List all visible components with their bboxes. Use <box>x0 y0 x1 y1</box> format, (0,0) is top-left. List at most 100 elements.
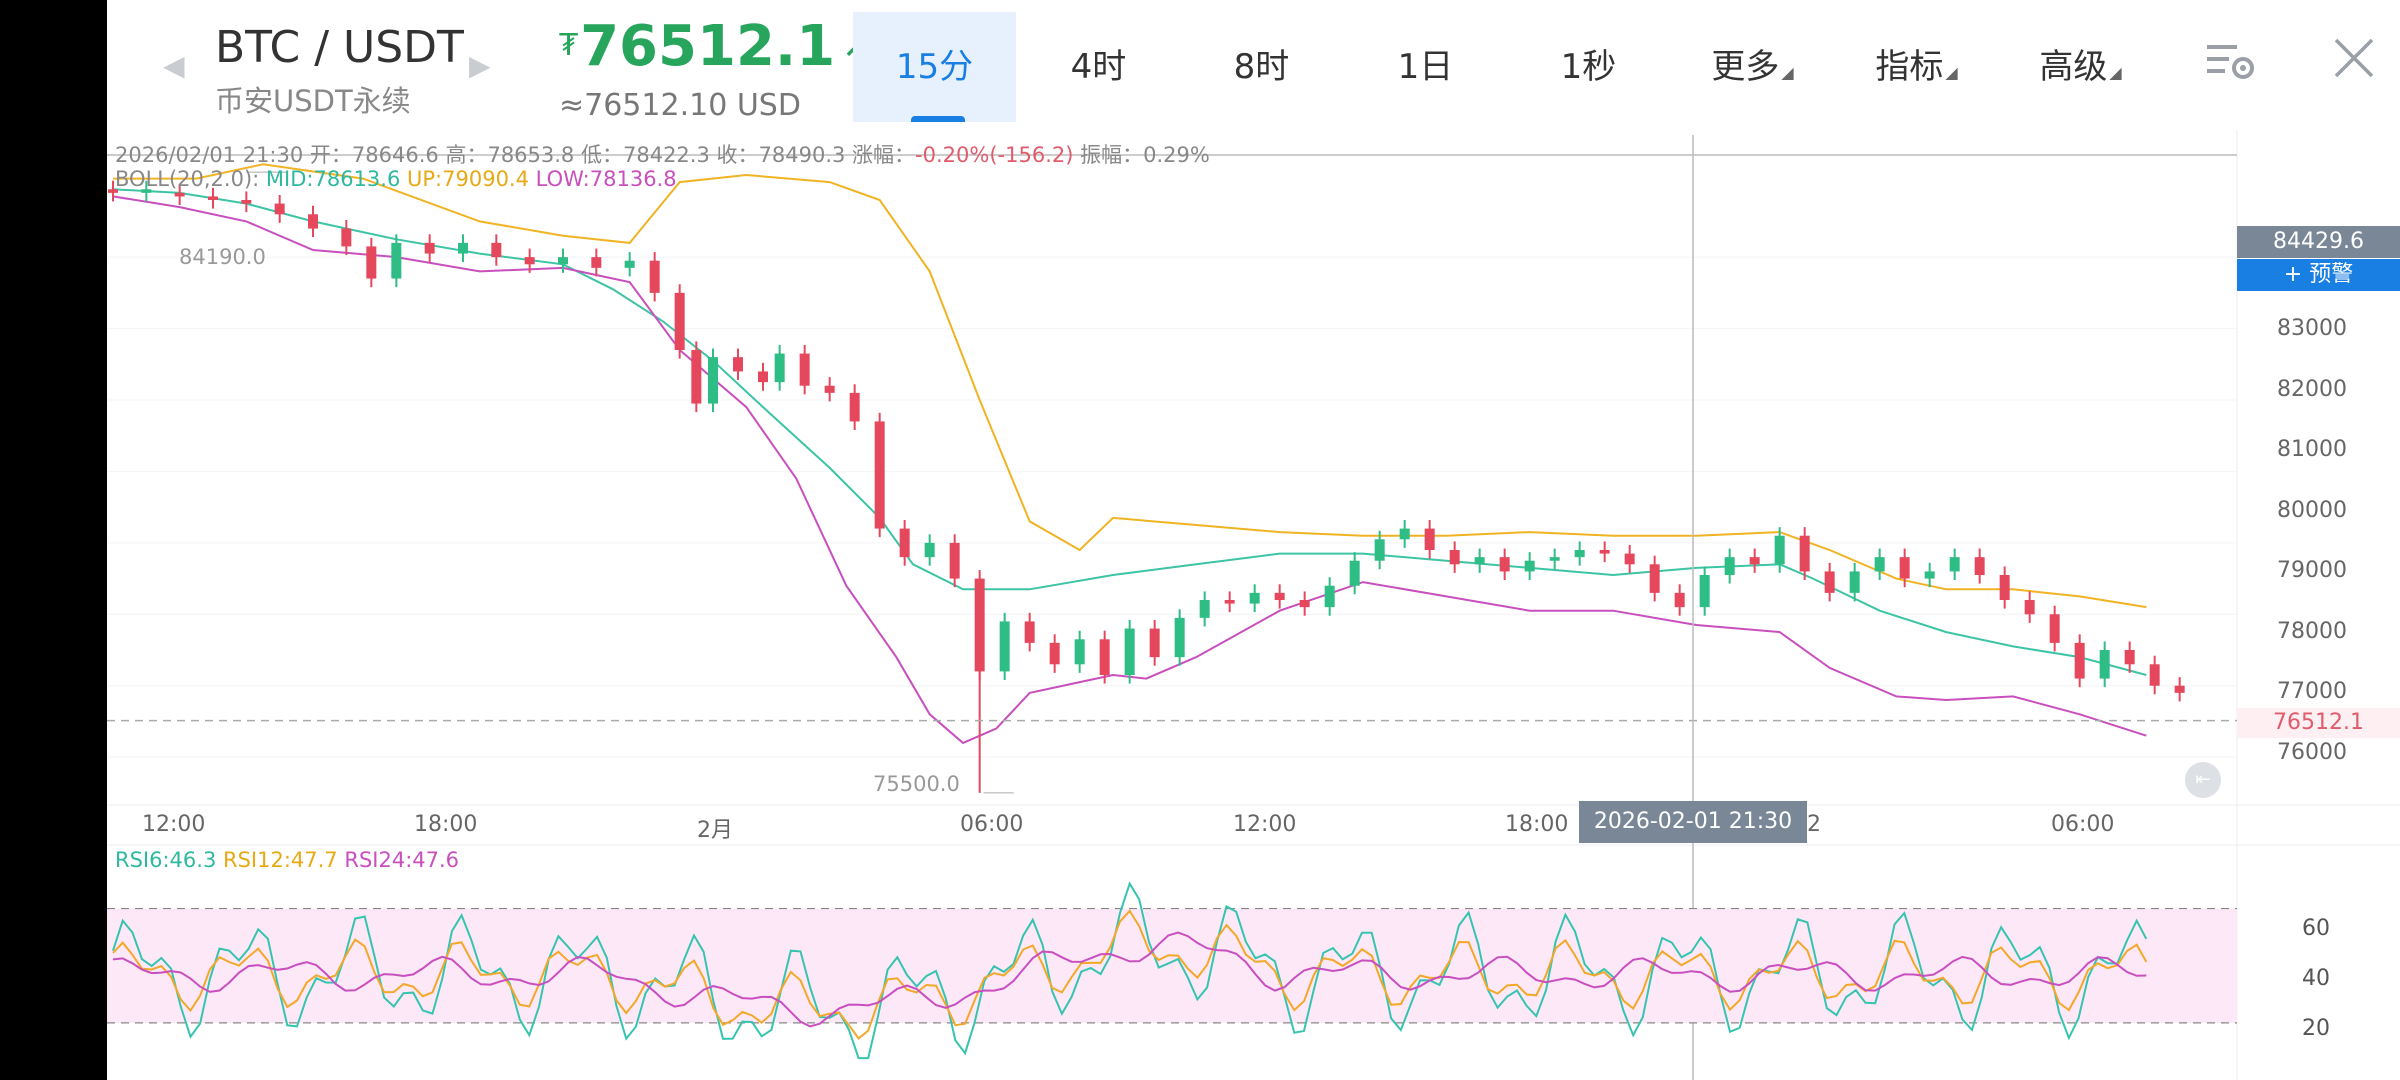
candle-up <box>1349 560 1360 586</box>
candle-up <box>1874 557 1885 572</box>
close-label: 收： <box>716 143 759 167</box>
last-price: 76512.1 <box>580 14 836 79</box>
amplitude-value: 0.29% <box>1143 143 1210 167</box>
time-axis-label: 06:00 <box>2051 812 2115 837</box>
last-price-block: ₮76512.1↗ <box>559 14 875 79</box>
candle-down <box>2124 650 2135 665</box>
timeframe-4h[interactable]: 4时 <box>1017 12 1180 122</box>
candle-up <box>1774 535 1785 565</box>
candle-down <box>691 350 702 404</box>
candle-up <box>1949 557 1960 572</box>
candle-up <box>458 242 468 254</box>
add-alert-button[interactable]: + 预警 <box>2237 259 2400 291</box>
timeframe-15m[interactable]: 15分 <box>853 12 1016 122</box>
candle-down <box>1899 557 1910 579</box>
timeframe-label: 1日 <box>1397 47 1454 87</box>
indicators-dropdown[interactable]: 指标 ◢ <box>1835 12 1998 122</box>
high-annotation: 84190.0 <box>179 245 266 269</box>
price-axis-label: 81000 <box>2277 437 2347 462</box>
scroll-to-latest-icon[interactable]: ⇤ <box>2185 762 2221 798</box>
price-axis-label: 79000 <box>2277 558 2347 583</box>
low-annotation: 75500.0 <box>873 772 960 796</box>
high-value: 78653.8 <box>487 143 575 167</box>
timeframe-label: 8时 <box>1233 47 1290 87</box>
close-svg <box>2334 38 2374 78</box>
candle-down <box>274 203 285 215</box>
candle-down <box>524 257 535 265</box>
prev-symbol-icon[interactable]: ◀ <box>163 49 185 82</box>
candle-down <box>649 260 660 293</box>
chart-settings-icon[interactable] <box>2205 40 2257 92</box>
price-axis-label: 78000 <box>2277 619 2347 644</box>
candle-down <box>899 528 910 558</box>
candle-up <box>1174 617 1185 658</box>
candle-down <box>1799 535 1810 572</box>
candle-up <box>1549 557 1560 561</box>
candle-up <box>1074 639 1085 665</box>
timeframe-1d[interactable]: 1日 <box>1344 12 1507 122</box>
candle-down <box>1674 592 1685 608</box>
close-icon[interactable] <box>2332 36 2376 90</box>
candle-up <box>558 257 568 265</box>
candle-down <box>2174 685 2185 693</box>
candle-down <box>491 242 502 258</box>
current-price-badge: 76512.1 <box>2237 708 2400 738</box>
candle-down <box>1099 639 1110 675</box>
timeframe-8h[interactable]: 8时 <box>1180 12 1343 122</box>
crosshair-time-badge: 2026-02-01 21:30 <box>1579 801 1807 843</box>
candle-down <box>1649 564 1660 593</box>
candle-down <box>208 196 218 200</box>
rsi-band <box>107 908 2237 1023</box>
rsi-info-line: RSI6:46.3 RSI12:47.7 RSI24:47.6 <box>115 848 459 872</box>
boll-name: BOLL(20,2.0): <box>115 167 260 191</box>
candle-down <box>241 200 252 204</box>
candle-down <box>1624 553 1635 565</box>
candle-up <box>1924 571 1935 579</box>
time-axis-label: 2 <box>1807 812 1821 837</box>
timeframe-label: 15分 <box>895 47 974 87</box>
amplitude-label: 振幅： <box>1080 143 1144 167</box>
candle-up <box>391 242 402 279</box>
dropdown-label: 指标 <box>1875 47 1944 87</box>
price-axis-label: 77000 <box>2277 679 2347 704</box>
boll-mid-line <box>112 188 2147 676</box>
open-label: 开： <box>309 143 352 167</box>
candle-down <box>1274 592 1285 600</box>
candle-down <box>733 357 743 372</box>
rsi6-line <box>112 881 2148 1060</box>
rsi24-line <box>112 931 2147 1028</box>
candle-down <box>2074 642 2085 679</box>
candle-up <box>1399 528 1410 540</box>
high-label: 高： <box>445 143 488 167</box>
tether-currency-icon: ₮ <box>559 28 579 63</box>
candle-down <box>758 371 768 383</box>
open-value: 78646.6 <box>351 143 439 167</box>
price-axis-label: 80000 <box>2277 498 2347 523</box>
bar-time: 2026/02/01 21:30 <box>115 143 304 167</box>
symbol-title[interactable]: BTC / USDT <box>215 22 464 73</box>
timeframe-label: 4时 <box>1070 47 1127 87</box>
rsi-axis-label: 20 <box>2302 1016 2330 1041</box>
more-timeframes-dropdown[interactable]: 更多 ◢ <box>1671 12 1834 122</box>
time-axis-label: 12:00 <box>1233 812 1297 837</box>
price-axis-label: 82000 <box>2277 377 2347 402</box>
crosshair-price-badge: 84429.6 <box>2237 226 2400 258</box>
candle-up <box>1199 600 1210 618</box>
price-axis-label: 76000 <box>2277 740 2347 765</box>
change-label: 涨幅： <box>852 143 916 167</box>
advanced-dropdown[interactable]: 高级 ◢ <box>1999 12 2162 122</box>
time-axis-label: 18:00 <box>414 812 478 837</box>
candle-down <box>849 392 860 422</box>
candle-down <box>1224 600 1235 604</box>
next-symbol-icon[interactable]: ▶ <box>469 49 491 82</box>
candle-up <box>1324 585 1335 608</box>
time-axis-label: 18:00 <box>1505 812 1569 837</box>
candle-down <box>1974 557 1985 575</box>
kline-chart[interactable] <box>107 0 2400 1080</box>
candle-down <box>1299 600 1310 608</box>
candle-down <box>1749 557 1760 565</box>
candle-down <box>874 421 885 529</box>
timeframe-1s[interactable]: 1秒 <box>1507 12 1670 122</box>
candle-up <box>1699 575 1710 608</box>
candle-down <box>974 578 985 672</box>
